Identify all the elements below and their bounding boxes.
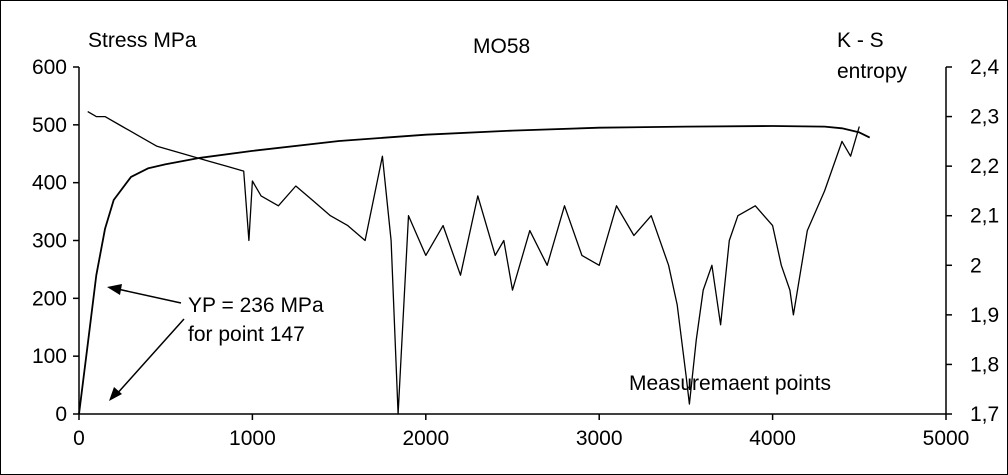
x-tick-label: 1000: [229, 427, 276, 450]
y-left-tick-label: 500: [32, 114, 67, 137]
annotation-line2: for point 147: [188, 323, 305, 346]
x-axis-title: Measuremaent points: [629, 372, 831, 395]
entropy-series-line: [87, 111, 860, 415]
x-tick-label: 4000: [749, 427, 796, 450]
y-right-tick-label: 2: [970, 254, 982, 277]
y-left-tick-label: 100: [32, 345, 67, 368]
y-right-tick-label: 2,1: [970, 205, 999, 228]
annotation-arrowhead-lower: [109, 387, 122, 401]
x-tick-label: 5000: [923, 427, 970, 450]
x-tick-label: 0: [73, 427, 85, 450]
chart-marks: 0 1000 2000 3000 4000 5000 0 100 200 300 400 500 600…: [32, 56, 1000, 450]
y-left-tick-label: 600: [32, 56, 67, 79]
y-left-tick-label: 0: [55, 403, 67, 426]
y-right-tick-label: 2,2: [970, 155, 999, 178]
annotation-line1: YP = 236 MPa: [188, 294, 324, 317]
x-tick-label: 2000: [402, 427, 449, 450]
y-right-tick-label: 2,4: [970, 56, 1000, 79]
annotation-arrow-lower: [114, 318, 185, 397]
y-right-tick-label: 2,3: [970, 106, 999, 129]
y-right-tick-label: 1,7: [970, 403, 999, 426]
y-left-axis-title: Stress MPa: [88, 29, 197, 52]
y-right-tick-label: 1,9: [970, 304, 999, 327]
y-right-tick-label: 1,8: [970, 353, 999, 376]
y-left-tick-label: 300: [32, 230, 67, 253]
chart-title: MO58: [473, 35, 530, 58]
annotation-arrowhead-upper: [107, 284, 122, 295]
y-right-axis-title-line1: K - S: [837, 29, 884, 52]
y-left-tick-label: 400: [32, 172, 67, 195]
x-tick-label: 3000: [576, 427, 623, 450]
y-left-tick-label: 200: [32, 287, 67, 310]
annotation-arrow-upper: [112, 287, 182, 304]
stress-series-line: [78, 125, 871, 415]
y-right-axis-title-line2: entropy: [837, 60, 908, 83]
